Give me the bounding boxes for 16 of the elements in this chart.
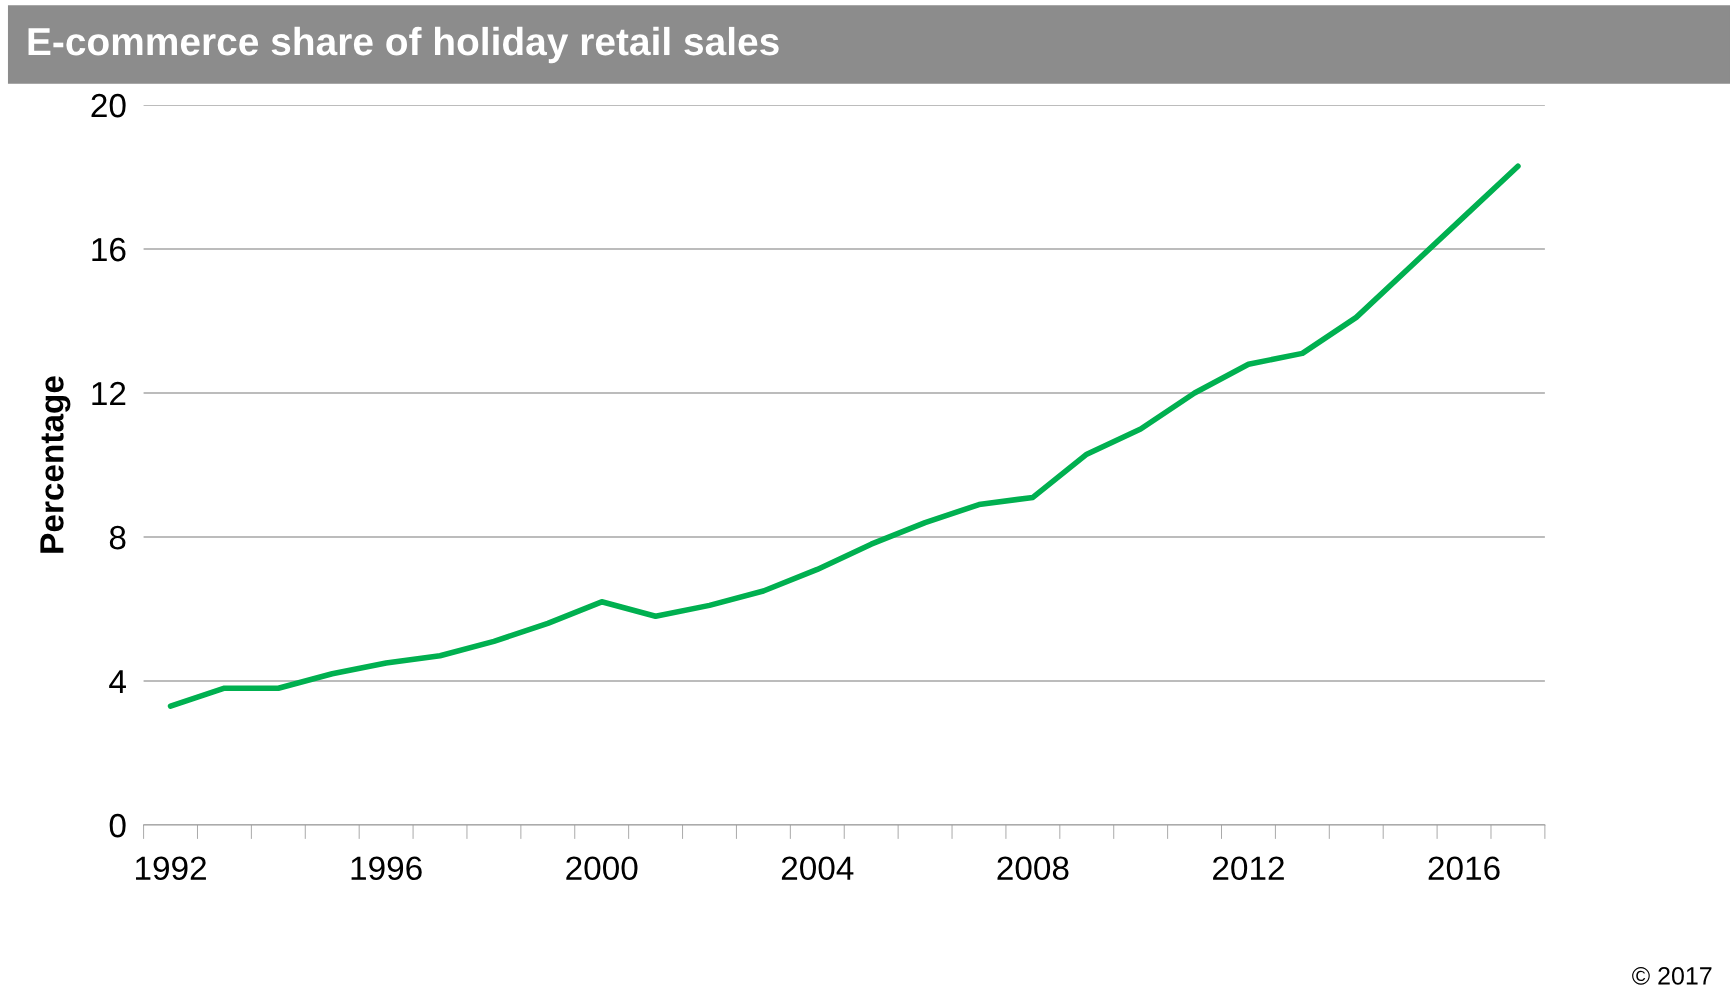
x-tick-label: 2000 [566,856,638,881]
text: © 2017 [1632,967,1712,985]
x-tick-label: 1996 [351,856,422,881]
y-tick-label: 8 [109,525,126,550]
y-tick-label: 20 [91,93,126,118]
x-tick-label: 2012 [1213,856,1284,881]
y-tick-label: 4 [109,670,126,694]
y-tick-label: 12 [92,381,126,406]
x-tick-label: 1992 [136,856,206,881]
x-tick-label: 2004 [781,856,854,881]
y-axis-title: Percentage [40,376,71,553]
y-tick-label: 16 [92,237,126,262]
x-tick-label: 2016 [1428,856,1500,881]
y-tick-label: 0 [109,813,126,838]
chart-title: E-commerce share of holiday retail sales [28,26,779,64]
x-tick-label: 2008 [997,856,1069,881]
